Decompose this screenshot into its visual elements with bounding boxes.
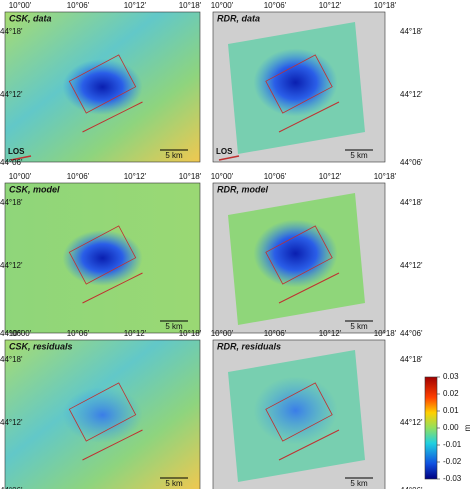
colorbar-tick-label: -0.02 bbox=[443, 457, 462, 466]
colorbar-tick-label: 0.03 bbox=[443, 372, 459, 381]
panel-title: RDR, residuals bbox=[217, 341, 281, 351]
lon-label: 10°00' bbox=[211, 172, 234, 181]
lon-label: 10°00' bbox=[9, 172, 32, 181]
deformation bbox=[62, 59, 143, 115]
lat-label: 44°06' bbox=[0, 329, 23, 338]
lat-label: 44°12' bbox=[0, 418, 23, 427]
fault-box bbox=[265, 54, 333, 114]
lon-label: 10°18' bbox=[374, 172, 397, 181]
panel-title: RDR, data bbox=[217, 13, 260, 23]
lon-label: 10°18' bbox=[374, 329, 397, 338]
lon-label: 10°12' bbox=[124, 172, 147, 181]
fault-box bbox=[265, 382, 333, 442]
lon-label: 10°00' bbox=[9, 329, 32, 338]
lat-label: 44°12' bbox=[0, 90, 23, 99]
lat-label: 44°06' bbox=[400, 158, 423, 167]
lat-label: 44°06' bbox=[0, 486, 23, 489]
scale-label: 5 km bbox=[350, 479, 368, 488]
lon-label: 10°06' bbox=[264, 1, 287, 10]
lon-label: 10°00' bbox=[9, 1, 32, 10]
los-arrow bbox=[10, 155, 32, 161]
lon-label: 10°12' bbox=[319, 1, 342, 10]
colorbar-tick-label: 0.02 bbox=[443, 389, 459, 398]
fault-box bbox=[265, 225, 333, 285]
lon-label: 10°06' bbox=[264, 172, 287, 181]
lon-label: 10°18' bbox=[374, 1, 397, 10]
colorbar-tick-label: -0.03 bbox=[443, 474, 462, 483]
deformation bbox=[253, 219, 338, 288]
panel-title: CSK, data bbox=[9, 13, 52, 23]
lat-label: 44°06' bbox=[400, 329, 423, 338]
scale-label: 5 km bbox=[165, 322, 183, 331]
fault-trace bbox=[82, 429, 143, 461]
los-arrow bbox=[218, 155, 240, 161]
lon-label: 10°00' bbox=[211, 329, 234, 338]
lat-label: 44°12' bbox=[400, 418, 423, 427]
colorbar-unit: m bbox=[463, 424, 472, 431]
map-image bbox=[4, 182, 201, 334]
lat-label: 44°12' bbox=[0, 261, 23, 270]
fault-trace bbox=[278, 101, 340, 133]
deformation bbox=[62, 230, 143, 286]
lon-label: 10°06' bbox=[67, 172, 90, 181]
colorbar-tick-label: -0.01 bbox=[443, 440, 462, 449]
fault-box bbox=[68, 382, 137, 442]
fault-box bbox=[68, 225, 137, 285]
los-label: LOS bbox=[216, 147, 233, 156]
fault-trace bbox=[278, 272, 340, 304]
lat-label: 44°18' bbox=[0, 27, 23, 36]
lon-label: 10°18' bbox=[179, 172, 202, 181]
colorbar-tick-label: 0.01 bbox=[443, 406, 459, 415]
panel-title: CSK, residuals bbox=[9, 341, 73, 351]
lat-label: 44°18' bbox=[400, 198, 423, 207]
deformation bbox=[62, 387, 143, 443]
colorbar bbox=[424, 376, 438, 480]
lat-label: 44°18' bbox=[0, 198, 23, 207]
lon-label: 10°12' bbox=[124, 329, 147, 338]
scale-label: 5 km bbox=[350, 151, 368, 160]
lon-label: 10°00' bbox=[211, 1, 234, 10]
lon-label: 10°18' bbox=[179, 329, 202, 338]
lat-label: 44°12' bbox=[400, 90, 423, 99]
lon-label: 10°06' bbox=[67, 1, 90, 10]
fault-trace bbox=[82, 272, 143, 304]
deformation bbox=[253, 376, 338, 445]
fault-trace bbox=[82, 101, 143, 133]
lat-label: 44°06' bbox=[0, 158, 23, 167]
fault-trace bbox=[278, 429, 340, 461]
deformation bbox=[253, 48, 338, 117]
lat-label: 44°18' bbox=[400, 27, 423, 36]
lat-label: 44°18' bbox=[0, 355, 23, 364]
scale-label: 5 km bbox=[165, 479, 183, 488]
fault-box bbox=[68, 54, 137, 114]
los-label: LOS bbox=[8, 147, 25, 156]
lat-label: 44°12' bbox=[400, 261, 423, 270]
lon-label: 10°12' bbox=[319, 172, 342, 181]
panel-title: CSK, model bbox=[9, 184, 60, 194]
colorbar-tick-label: 0.00 bbox=[443, 423, 459, 432]
lon-label: 10°06' bbox=[264, 329, 287, 338]
lon-label: 10°12' bbox=[124, 1, 147, 10]
lon-label: 10°12' bbox=[319, 329, 342, 338]
lat-label: 44°18' bbox=[400, 355, 423, 364]
lon-label: 10°18' bbox=[179, 1, 202, 10]
scale-label: 5 km bbox=[165, 151, 183, 160]
panel-title: RDR, model bbox=[217, 184, 269, 194]
lon-label: 10°06' bbox=[67, 329, 90, 338]
scale-label: 5 km bbox=[350, 322, 368, 331]
lat-label: 44°06' bbox=[400, 486, 423, 489]
